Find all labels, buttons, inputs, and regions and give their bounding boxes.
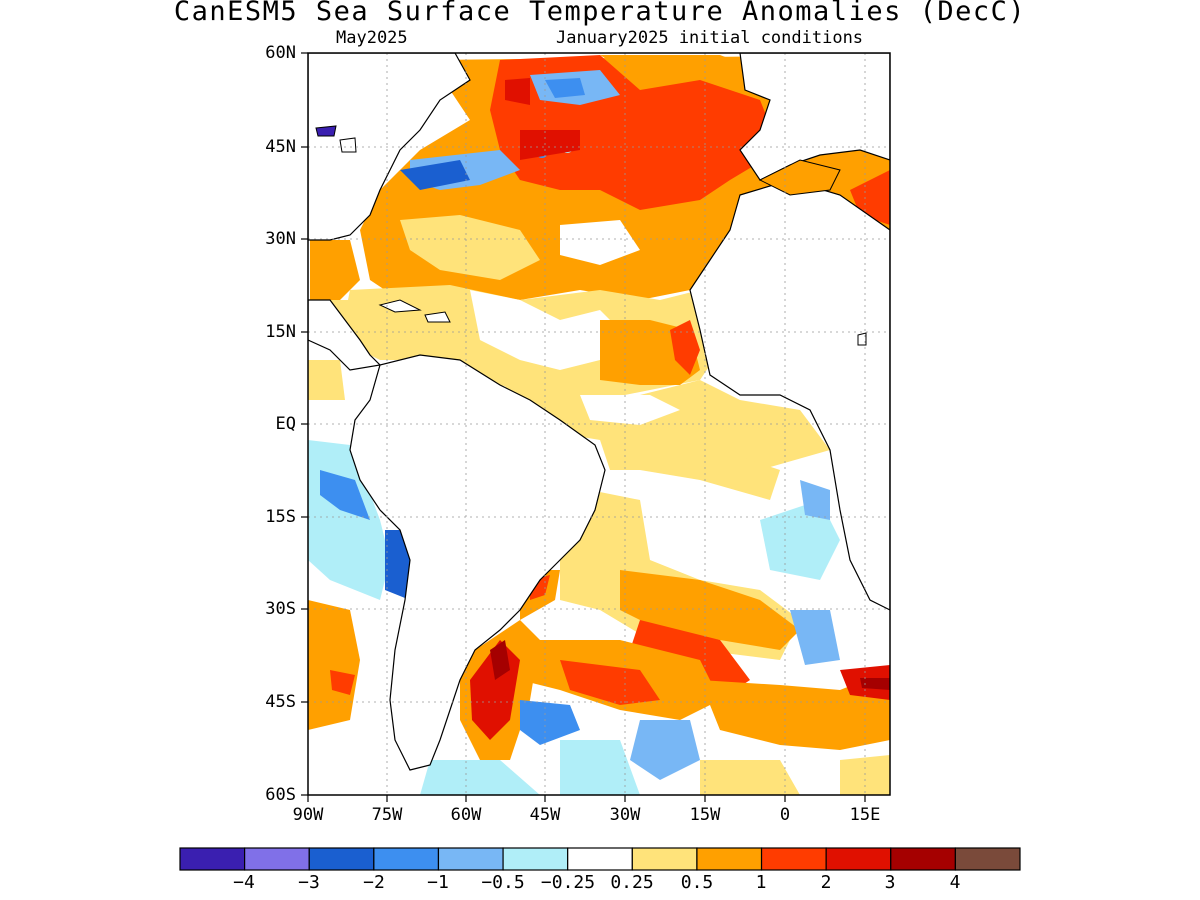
lon-label-30w: 30W [609, 805, 641, 825]
colorbar-label: 1 [755, 872, 767, 893]
colorbar-label: −1 [427, 872, 449, 893]
south-america-land [349, 354, 606, 771]
lat-label-45s: 45S [265, 692, 296, 712]
colorbar-label: −0.25 [540, 872, 596, 893]
colorbar-label: −3 [298, 872, 320, 893]
colorbar-swatch [567, 847, 633, 871]
colorbar-swatch [437, 847, 504, 871]
lon-label-15w: 15W [689, 805, 721, 825]
lat-label-eq: EQ [275, 414, 296, 434]
africa-land [689, 179, 890, 611]
colorbar-swatch [502, 847, 569, 871]
lat-label-30s: 30S [265, 599, 296, 619]
colorbar-label: −4 [233, 872, 255, 893]
colorbar-swatch [179, 847, 246, 871]
colorbar-swatch [631, 847, 698, 871]
colorbar-swatch [244, 847, 310, 871]
graticule [308, 53, 890, 795]
lon-label-60w: 60W [450, 805, 482, 825]
colorbar-swatch [308, 847, 375, 871]
colorbar-label: 3 [884, 872, 896, 893]
central-america-land [308, 299, 382, 371]
north-america-land [308, 53, 471, 241]
lat-label-45n: 45N [265, 137, 296, 157]
lon-label-45w: 45W [529, 805, 561, 825]
sst-anomaly-field [308, 53, 890, 795]
colorbar-label: 2 [820, 872, 832, 893]
colorbar-swatch [760, 847, 827, 871]
colorbar-swatch [696, 847, 763, 871]
colorbar [179, 847, 1021, 871]
lon-label-0: 0 [779, 805, 791, 825]
lat-label-15n: 15N [265, 322, 296, 342]
colorbar-label: 4 [949, 872, 961, 893]
map-title: CanESM5 Sea Surface Temperature Anomalie… [173, 0, 1027, 27]
colorbar-label: 0.5 [680, 872, 714, 893]
colorbar-swatch [825, 847, 892, 871]
forecast-month: May2025 [336, 28, 408, 48]
lat-label-60n: 60N [265, 43, 296, 63]
lon-label-75w: 75W [371, 805, 403, 825]
colorbar-swatch [954, 847, 1021, 871]
colorbar-swatch [373, 847, 440, 871]
initial-conditions: January2025 initial conditions [556, 28, 864, 48]
colorbar-label: 0.25 [610, 872, 654, 893]
colorbar-swatch [890, 847, 956, 871]
lon-label-90w: 90W [292, 805, 324, 825]
lat-label-15s: 15S [265, 507, 296, 527]
lat-label-30n: 30N [265, 229, 296, 249]
colorbar-label: −0.5 [481, 872, 525, 893]
lon-label-15e: 15E [849, 805, 881, 825]
axis-ticks [301, 52, 866, 802]
lat-label-60s: 60S [265, 785, 296, 805]
colorbar-label: −2 [363, 872, 385, 893]
